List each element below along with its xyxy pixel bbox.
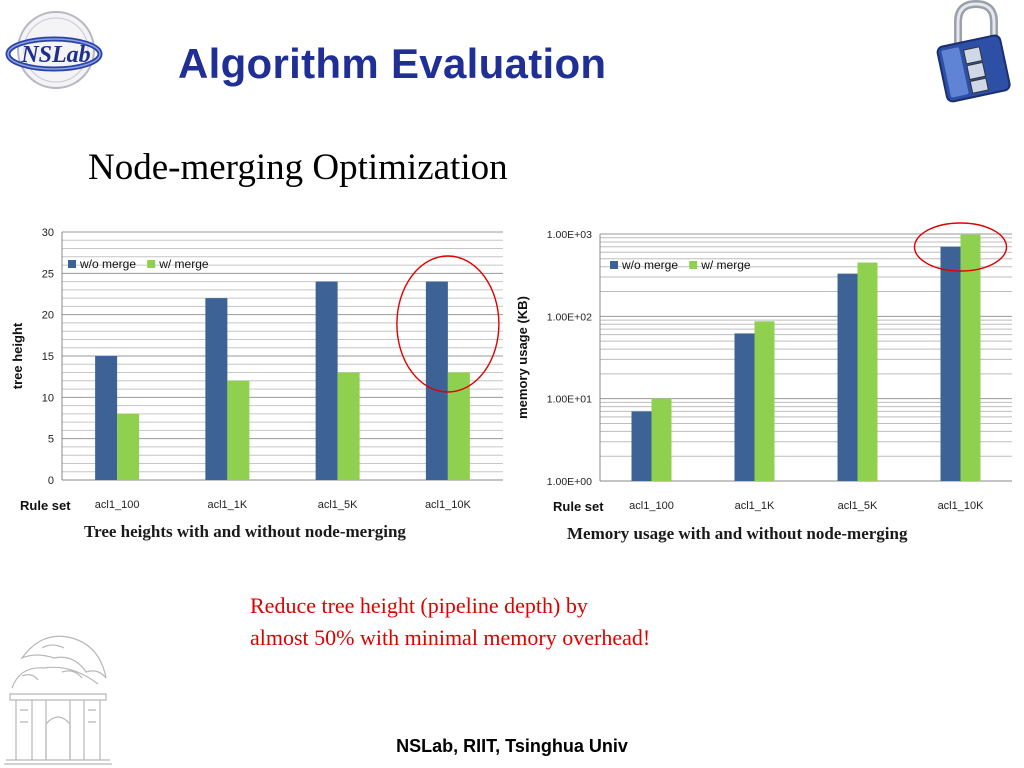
x-tick-label: acl1_5K — [318, 499, 358, 511]
bar-wmerge-acl1_5k — [857, 262, 878, 481]
bar-wmerge-acl1_100 — [117, 413, 140, 480]
building-watermark — [4, 635, 112, 765]
conclusion-line-2: almost 50% with minimal memory overhead! — [250, 625, 651, 650]
x-tick-label: acl1_100 — [629, 500, 674, 512]
x-tick-label: acl1_1K — [207, 499, 247, 511]
conclusion-note: Reduce tree height (pipeline depth) by a… — [250, 590, 650, 654]
y-tick-label: 20 — [42, 310, 54, 322]
x-axis-label: Rule set — [20, 498, 71, 513]
x-tick-label: acl1_10K — [425, 499, 472, 511]
bar-womerge-acl1_1k — [734, 333, 755, 481]
memory-usage-caption: Memory usage with and without node-mergi… — [567, 524, 908, 543]
y-tick-label: 1.00E+03 — [547, 229, 592, 241]
legend-entry: w/o merge — [79, 257, 136, 271]
tree-height-caption: Tree heights with and without node-mergi… — [84, 522, 406, 541]
padlock-icon — [936, 0, 1011, 103]
bar-womerge-acl1_10k — [425, 281, 448, 480]
y-tick-label: 10 — [42, 392, 54, 404]
x-tick-label: acl1_10K — [938, 500, 985, 512]
nslab-logo: NSLab — [5, 11, 103, 89]
highlight-circle — [913, 222, 1008, 272]
logo-text: NSLab — [20, 42, 90, 68]
y-tick-label: 25 — [42, 268, 54, 280]
bar-wmerge-acl1_10k — [447, 372, 470, 480]
x-tick-label: acl1_1K — [735, 500, 775, 512]
conclusion-line-1: Reduce tree height (pipeline depth) by — [250, 593, 588, 618]
memory-usage-chart: 1.00E+00 1.00E+01 1.00E+02 1.00E+03 memory u… — [515, 222, 1012, 514]
bar-womerge-acl1_100 — [95, 356, 118, 480]
bar-womerge-acl1_10k — [940, 246, 961, 481]
bar-womerge-acl1_5k — [837, 273, 858, 481]
x-axis-label: Rule set — [553, 499, 604, 514]
slide-subtitle: Node-merging Optimization — [88, 147, 508, 188]
legend-entry: w/o merge — [621, 258, 678, 272]
legend-entry: w/ merge — [158, 257, 209, 271]
bar-wmerge-acl1_10k — [960, 234, 981, 481]
bar-womerge-acl1_100 — [631, 411, 652, 481]
legend-swatch — [689, 261, 698, 269]
bar-womerge-acl1_1k — [205, 298, 228, 480]
y-tick-label: 15 — [42, 351, 54, 363]
highlight-circle — [396, 255, 500, 393]
bar-wmerge-acl1_100 — [651, 398, 672, 481]
y-tick-label: 30 — [42, 227, 54, 239]
bar-wmerge-acl1_1k — [754, 321, 775, 481]
bar-wmerge-acl1_1k — [227, 380, 250, 480]
tree-height-chart: 0 5 10 15 20 25 30 tree height acl1_100 acl1_1K ac… — [10, 227, 503, 513]
y-axis-label: tree height — [10, 322, 25, 389]
slide-title: Algorithm Evaluation — [178, 40, 607, 87]
y-axis-label: memory usage (KB) — [515, 296, 530, 419]
legend-swatch — [610, 261, 618, 269]
legend-swatch — [68, 260, 76, 268]
y-tick-label: 1.00E+01 — [547, 394, 592, 406]
legend-entry: w/ merge — [700, 258, 751, 272]
legend-swatch — [147, 260, 156, 268]
y-tick-label: 0 — [48, 475, 54, 487]
y-tick-label: 5 — [48, 434, 54, 446]
y-tick-label: 1.00E+02 — [547, 311, 592, 323]
bar-womerge-acl1_5k — [315, 281, 338, 480]
footer-text: NSLab, RIIT, Tsinghua Univ — [396, 736, 628, 756]
x-tick-label: acl1_5K — [838, 500, 878, 512]
x-tick-label: acl1_100 — [95, 499, 140, 511]
y-tick-label: 1.00E+00 — [547, 476, 592, 488]
bar-wmerge-acl1_5k — [337, 372, 360, 480]
